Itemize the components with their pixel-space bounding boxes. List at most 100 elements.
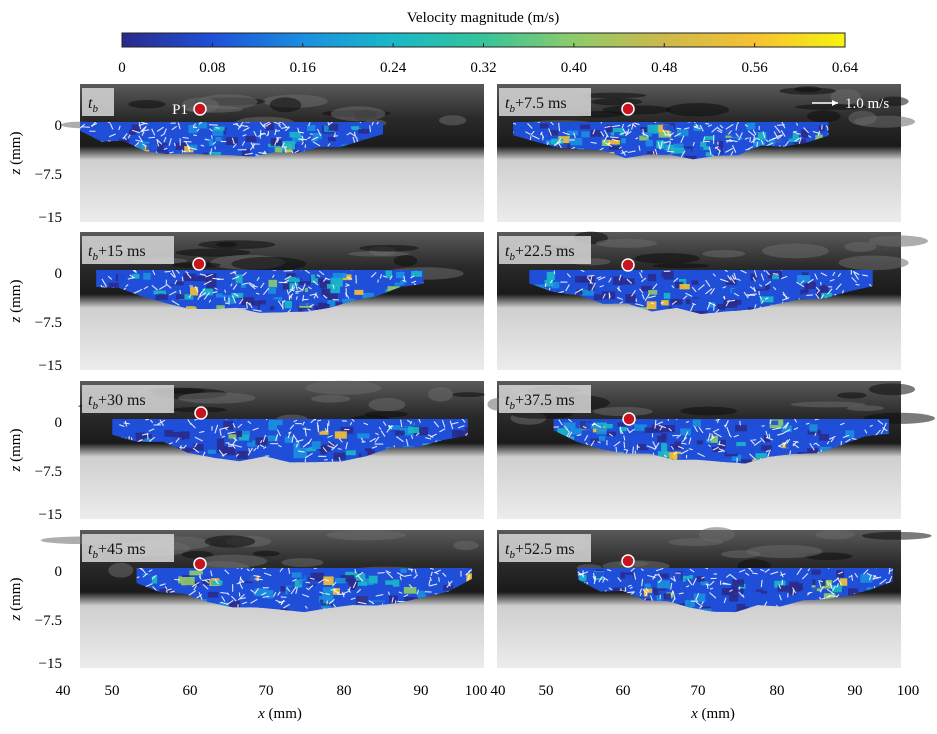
background-texture bbox=[281, 558, 324, 567]
background-texture bbox=[252, 550, 280, 557]
svg-text:tb+15 ms: tb+15 ms bbox=[88, 243, 146, 263]
panel-1: tb P1 bbox=[61, 84, 484, 222]
background-texture bbox=[591, 98, 643, 106]
y-tick-label: −7.5 bbox=[35, 464, 62, 480]
colorbar-tick-label: 0.56 bbox=[742, 60, 769, 76]
background-texture bbox=[668, 538, 724, 547]
background-texture bbox=[197, 94, 258, 110]
background-texture bbox=[634, 253, 700, 264]
background-texture bbox=[393, 255, 418, 267]
background-texture bbox=[830, 88, 861, 105]
background-texture bbox=[427, 387, 454, 402]
background-texture bbox=[198, 554, 268, 568]
probe-point-marker bbox=[621, 102, 635, 116]
svg-text:tb+52.5 ms: tb+52.5 ms bbox=[505, 541, 575, 561]
panel-8: tb+52.5 ms bbox=[497, 527, 932, 668]
y-axis-title: z (mm) bbox=[8, 132, 24, 176]
background-texture bbox=[347, 251, 410, 257]
y-axis-title: z (mm) bbox=[8, 280, 24, 324]
x-tick-label-left: 70 bbox=[259, 683, 274, 699]
probe-point-marker bbox=[193, 102, 207, 116]
probe-point-marker bbox=[622, 412, 636, 426]
background-texture bbox=[779, 87, 836, 95]
panel-time-label: tb+52.5 ms bbox=[499, 534, 591, 562]
y-tick-label: −15 bbox=[39, 656, 62, 672]
background-texture bbox=[204, 535, 256, 548]
x-tick-label-right: 90 bbox=[848, 683, 863, 699]
background-texture bbox=[868, 383, 916, 396]
panel-time-label: tb+7.5 ms bbox=[499, 88, 591, 116]
x-axis-title-left: x (mm) bbox=[257, 706, 302, 722]
panel-time-label: tb+30 ms bbox=[82, 385, 174, 413]
svg-text:tb+45 ms: tb+45 ms bbox=[88, 541, 146, 561]
background-texture bbox=[652, 263, 710, 269]
panel-6: tb+37.5 ms bbox=[487, 381, 935, 519]
x-tick-label-left: 80 bbox=[337, 683, 352, 699]
background-texture bbox=[698, 527, 736, 543]
y-tick-label: 0 bbox=[55, 118, 63, 134]
background-texture bbox=[198, 240, 276, 250]
y-tick-label: −15 bbox=[39, 210, 62, 226]
reference-vector-label: 1.0 m/s bbox=[845, 96, 889, 112]
colorbar-tick-label: 0.32 bbox=[470, 60, 496, 76]
svg-text:tb+7.5 ms: tb+7.5 ms bbox=[505, 95, 567, 115]
background-texture bbox=[702, 249, 746, 258]
x-tick-label-left: 40 bbox=[56, 683, 71, 699]
y-axis-title: z (mm) bbox=[8, 429, 24, 473]
colorbar-title: Velocity magnitude (m/s) bbox=[407, 10, 559, 26]
background-texture bbox=[128, 100, 166, 109]
background-texture bbox=[790, 401, 866, 408]
x-tick-label-right: 70 bbox=[691, 683, 706, 699]
background-texture bbox=[368, 397, 406, 412]
y-tick-label: −7.5 bbox=[35, 315, 62, 331]
background-texture bbox=[854, 115, 916, 128]
x-tick-label-left: 90 bbox=[414, 683, 429, 699]
background-texture bbox=[837, 392, 867, 399]
background-texture bbox=[666, 103, 730, 117]
background-texture bbox=[868, 235, 928, 247]
panel-time-label: tb+15 ms bbox=[82, 236, 174, 264]
background-texture bbox=[231, 256, 307, 271]
probe-label: P1 bbox=[172, 102, 188, 118]
background-texture bbox=[175, 248, 251, 257]
y-tick-label: 0 bbox=[55, 564, 63, 580]
probe-point-marker bbox=[193, 557, 207, 571]
y-tick-label: −15 bbox=[39, 358, 62, 374]
panels: tb P1 tb+7.5 ms 1.0 m/s tb+15 ms tb+22.5 ms tb… bbox=[40, 84, 935, 668]
x-tick-label-left: 100 bbox=[465, 683, 488, 699]
background-texture bbox=[593, 406, 653, 417]
background-texture bbox=[311, 394, 351, 403]
probe-point-marker bbox=[194, 406, 208, 420]
background-texture bbox=[582, 92, 647, 99]
colorbar-ticks: 0 0.08 0.16 0.24 0.32 0.40 0.48 0.56 0.64 bbox=[118, 43, 859, 76]
x-tick-label-right: 80 bbox=[770, 683, 785, 699]
x-axis-ticks: 40 50 60 70 80 90 100 40 50 60 70 80 90 100 bbox=[56, 683, 920, 699]
y-tick-label: −7.5 bbox=[35, 613, 62, 629]
background-texture bbox=[795, 104, 867, 110]
y-axis-labels: 0 −7.5 −15 z (mm) 0 −7.5 −15 z (mm) 0 −7.5 −15 z (m… bbox=[8, 118, 62, 672]
panel-time-label: tb bbox=[82, 88, 114, 116]
y-tick-label: 0 bbox=[55, 266, 63, 282]
svg-text:tb+30 ms: tb+30 ms bbox=[88, 392, 146, 412]
colorbar-tick-label: 0 bbox=[118, 60, 126, 76]
colorbar-tick-label: 0.16 bbox=[290, 60, 317, 76]
probe-point-marker bbox=[621, 258, 635, 272]
y-tick-label: 0 bbox=[55, 415, 63, 431]
background-texture bbox=[806, 110, 841, 123]
probe-point-marker bbox=[621, 554, 635, 568]
background-texture bbox=[838, 255, 909, 271]
background-texture bbox=[364, 411, 409, 418]
x-tick-label-right: 100 bbox=[897, 683, 920, 699]
background-texture bbox=[721, 550, 761, 559]
background-texture bbox=[595, 238, 658, 248]
background-texture bbox=[846, 405, 885, 412]
background-texture bbox=[602, 105, 671, 115]
colorbar-tick-label: 0.24 bbox=[380, 60, 407, 76]
background-texture bbox=[844, 241, 877, 252]
background-texture bbox=[861, 531, 932, 540]
colorbar-tick-label: 0.40 bbox=[561, 60, 587, 76]
x-tick-label-right: 60 bbox=[616, 683, 631, 699]
background-texture bbox=[680, 406, 737, 416]
panel-time-label: tb+45 ms bbox=[82, 534, 174, 562]
background-texture bbox=[326, 529, 406, 541]
